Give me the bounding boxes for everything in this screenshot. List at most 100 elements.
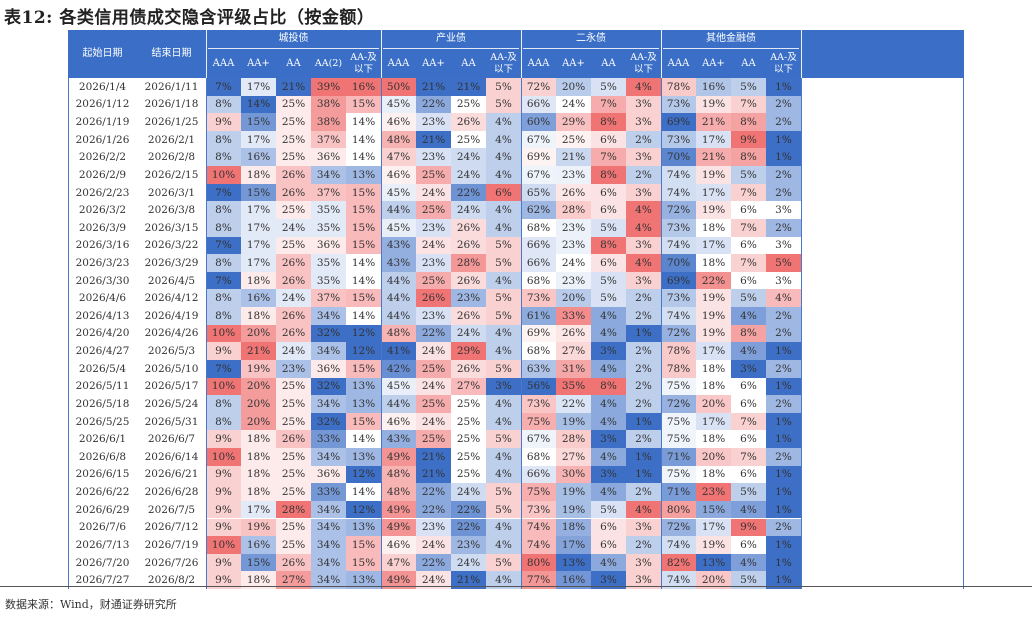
share-cell: 20% (241, 377, 276, 396)
share-cell: 36% (311, 465, 346, 484)
share-cell: 44% (381, 271, 416, 290)
share-cell: 3% (626, 571, 661, 589)
share-cell: 72% (661, 518, 696, 537)
row-start-date: 2026/6/22 (75, 486, 130, 499)
share-cell: 68% (521, 271, 556, 290)
row-start-date: 2026/7/27 (75, 574, 130, 587)
share-cell: 74% (661, 183, 696, 202)
share-cell: 75% (661, 377, 696, 396)
share-cell: 8% (591, 377, 626, 396)
share-cell: 62% (521, 201, 556, 219)
share-cell: 7% (591, 148, 626, 167)
share-cell: 10% (206, 536, 241, 554)
row-end-date: 2026/5/17 (144, 380, 199, 393)
share-cell: 25% (276, 536, 311, 554)
share-cell: 34% (311, 342, 346, 360)
share-cell: 74% (521, 536, 556, 554)
header-start-date: 起始日期 (82, 48, 123, 59)
share-cell: 34% (311, 571, 346, 589)
share-cell: 24% (451, 553, 486, 572)
share-cell: 13% (346, 571, 381, 589)
share-cell: 7% (206, 183, 241, 202)
share-cell: 23% (556, 236, 591, 255)
row-end-date: 2026/7/5 (147, 503, 196, 516)
row-start-date: 2026/5/11 (75, 380, 130, 393)
share-cell: 26% (276, 553, 311, 572)
share-cell: 7% (206, 236, 241, 255)
row-end-date: 2026/4/19 (144, 309, 199, 322)
share-cell: 48% (381, 324, 416, 343)
share-cell: 2% (626, 307, 661, 325)
share-cell: 5% (486, 289, 521, 308)
row-end-date: 2026/3/8 (147, 204, 196, 217)
share-cell: 73% (661, 218, 696, 237)
share-cell: 4% (486, 218, 521, 237)
share-cell: 1% (766, 571, 801, 589)
share-cell: 5% (486, 78, 521, 96)
share-cell: 3% (626, 148, 661, 167)
share-cell: 6% (591, 201, 626, 219)
share-cell: 25% (276, 465, 311, 484)
share-cell: 48% (381, 130, 416, 149)
share-cell: 68% (521, 342, 556, 360)
share-cell: 44% (381, 201, 416, 219)
share-cell: 1% (766, 553, 801, 572)
header-end-date: 结束日期 (151, 48, 192, 59)
row-start-date: 2026/6/1 (78, 433, 127, 446)
share-cell: 38% (311, 95, 346, 114)
share-cell: 8% (731, 148, 766, 167)
row-start-date: 2026/5/25 (75, 415, 130, 428)
row-start-date: 2026/2/2 (78, 151, 127, 164)
share-cell: 47% (381, 553, 416, 572)
share-cell: 1% (766, 148, 801, 167)
share-cell: 28% (556, 201, 591, 219)
share-cell: 7% (206, 78, 241, 96)
share-cell: 6% (731, 236, 766, 255)
share-cell: 3% (626, 518, 661, 537)
header-col-3-1: AAA (527, 57, 550, 69)
share-cell: 25% (276, 148, 311, 167)
share-cell: 14% (346, 430, 381, 448)
row-start-date: 2026/1/26 (75, 133, 130, 146)
share-cell: 21% (451, 78, 486, 96)
share-cell: 15% (346, 218, 381, 237)
share-cell: 45% (381, 377, 416, 396)
share-cell: 4% (626, 218, 661, 237)
share-cell: 49% (381, 448, 416, 466)
share-cell: 18% (696, 359, 731, 378)
share-cell: 4% (486, 148, 521, 167)
share-cell: 25% (276, 518, 311, 537)
share-cell: 18% (696, 377, 731, 396)
share-cell: 20% (241, 395, 276, 413)
share-cell: 68% (521, 448, 556, 466)
share-cell: 15% (241, 553, 276, 572)
share-cell: 21% (696, 113, 731, 131)
share-cell: 15% (346, 95, 381, 114)
share-cell: 8% (206, 218, 241, 237)
header-col-1-4: AA(2) (314, 57, 343, 69)
row-start-date: 2026/2/23 (75, 186, 130, 199)
share-cell: 7% (731, 412, 766, 431)
share-cell: 25% (451, 412, 486, 431)
share-cell: 4% (486, 448, 521, 466)
row-end-date: 2026/3/22 (144, 239, 199, 252)
share-cell: 15% (346, 289, 381, 308)
share-cell: 78% (661, 342, 696, 360)
share-cell: 36% (311, 359, 346, 378)
share-cell: 8% (731, 324, 766, 343)
row-start-date: 2026/3/9 (78, 221, 127, 234)
header-col-2-1: AAA (387, 57, 410, 69)
share-cell: 4% (731, 342, 766, 360)
share-cell: 3% (626, 113, 661, 131)
share-cell: 74% (661, 307, 696, 325)
share-cell: 4% (486, 166, 521, 184)
share-cell: 46% (381, 166, 416, 184)
share-cell: 3% (731, 359, 766, 378)
share-cell: 25% (276, 395, 311, 413)
share-cell: 26% (451, 271, 486, 290)
share-cell: 43% (381, 430, 416, 448)
share-cell: 46% (381, 536, 416, 554)
share-cell: 4% (626, 254, 661, 272)
share-cell: 8% (206, 307, 241, 325)
share-cell: 49% (381, 500, 416, 519)
